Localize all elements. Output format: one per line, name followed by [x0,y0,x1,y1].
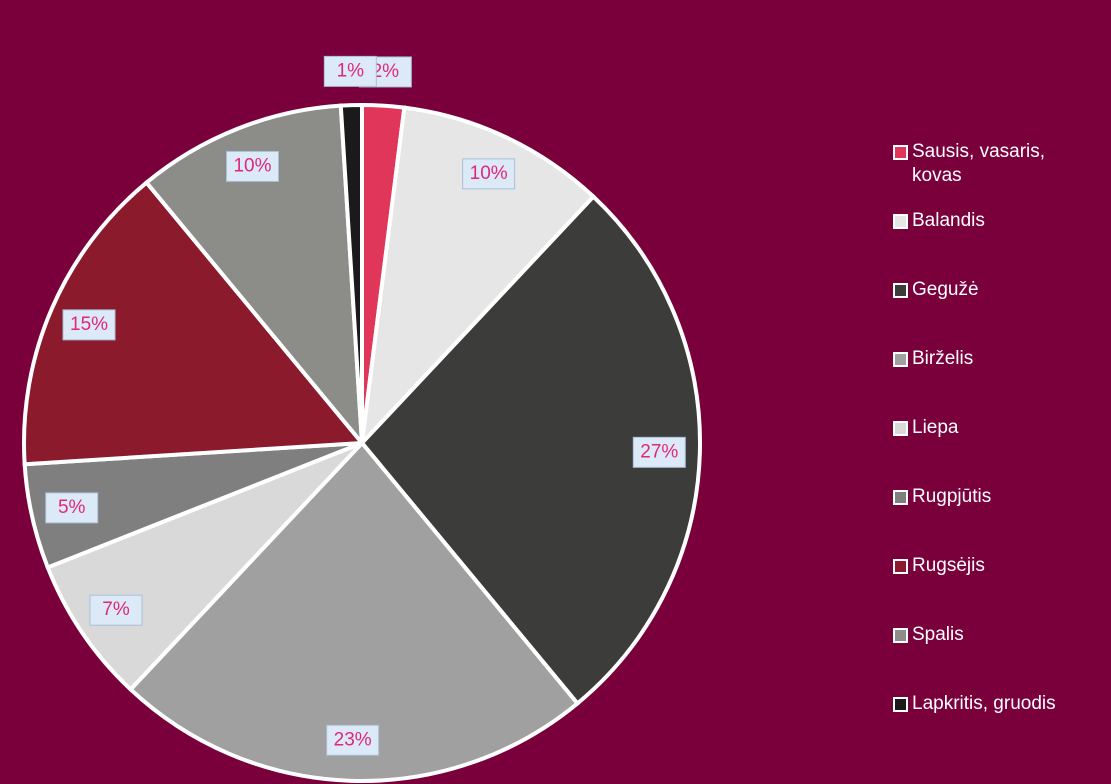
legend-label: Liepa [912,417,959,438]
pie-slice [22,179,367,467]
pie-slice [359,193,702,707]
data-label-box [632,436,686,468]
pie-slice [143,103,365,450]
data-label: 7% [102,599,130,620]
legend-item: Balandis [893,209,1093,233]
data-label-box [89,594,143,626]
legend-swatch [893,283,908,298]
data-label: 23% [334,729,372,750]
legend-swatch [893,352,908,367]
data-label-box [326,724,380,756]
pie-slice [45,441,364,693]
legend-item: Birželis [893,347,1093,371]
legend-swatch [893,697,908,712]
legend-swatch [893,559,908,574]
legend-item: Spalis [893,623,1093,647]
data-label-box [226,150,280,182]
data-label: 10% [470,163,508,184]
legend-item: Rugpjūtis [893,485,1093,509]
legend-label: Rugsėjis [912,555,985,576]
legend-swatch [893,214,908,229]
pie-slice [127,439,581,783]
legend-swatch [893,490,908,505]
data-label: 10% [233,155,271,176]
data-label: 2% [372,61,400,82]
legend-item: Liepa [893,416,1093,440]
pie-slice [359,105,597,449]
data-label-box [462,158,516,190]
data-label: 15% [70,314,108,335]
legend-item: Sausis, vasaris, kovas [893,140,1093,188]
data-label: 27% [640,441,678,462]
legend-label: Gegužė [912,279,979,300]
legend-label: Lapkritis, gruodis [912,693,1056,714]
legend-item: Rugsėjis [893,554,1093,578]
legend-label: Spalis [912,624,964,645]
legend-item: Gegužė [893,278,1093,302]
legend-swatch [893,145,908,160]
legend-item: Lapkritis, gruodis [893,692,1093,716]
data-label: 1% [337,60,365,81]
legend-label: Sausis, vasaris, kovas [912,141,1046,186]
legend-label: Rugpjūtis [912,486,992,507]
data-label-box [323,55,377,87]
legend-swatch [893,421,908,436]
legend-label: Balandis [912,210,985,231]
legend-label: Birželis [912,348,974,369]
legend-swatch [893,628,908,643]
pie-slice [338,102,364,444]
data-label-box [62,309,116,341]
data-label-box [45,492,99,524]
data-label: 5% [58,497,86,518]
